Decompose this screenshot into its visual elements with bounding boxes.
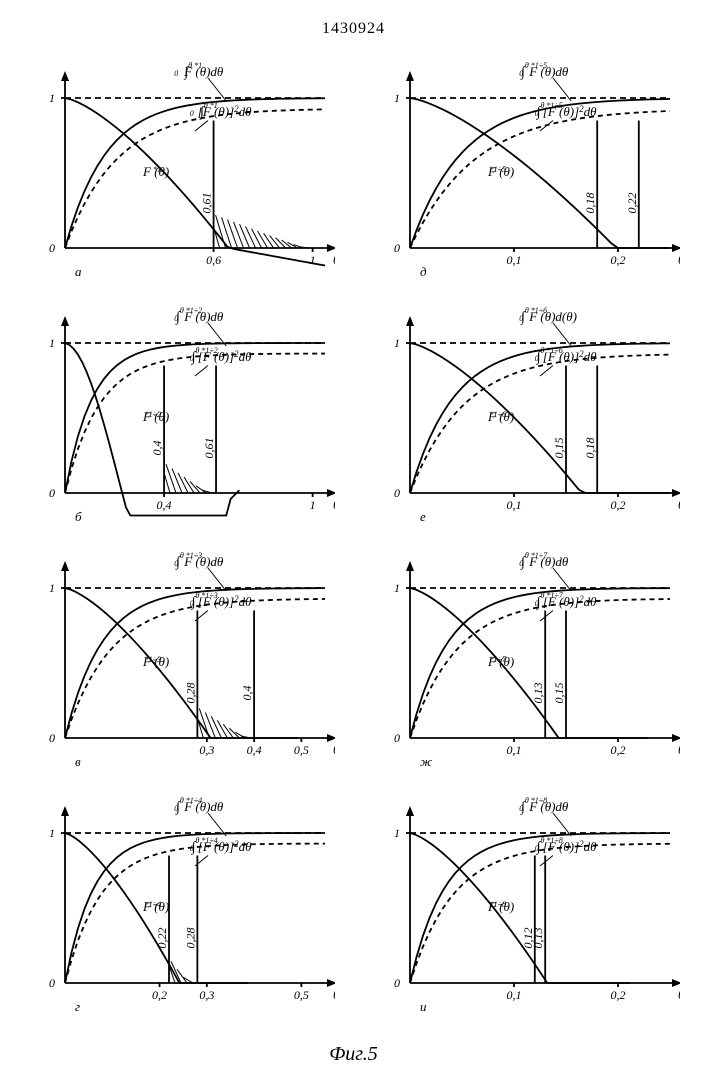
svg-text:1: 1 — [49, 91, 55, 105]
panel-e: 0,18 0,22 1 0 θ 0,1 0,2 ∫θ *1÷50F (θ)dθ … — [375, 58, 680, 293]
svg-text:и: и — [420, 999, 427, 1014]
svg-text:∫θ *1÷40F (θ)dθ: ∫θ *1÷40F (θ)dθ — [174, 796, 224, 815]
svg-text:∫θ *10F (θ)dθ: ∫θ *10F (θ)dθ — [174, 61, 224, 80]
figure-caption: Фиг.5 — [0, 1043, 707, 1066]
svg-text:0,2: 0,2 — [611, 253, 626, 267]
svg-text:1: 1 — [310, 253, 316, 267]
figure-grid: 0,61 1 0 θ 0,6 1 ∫θ *10F (θ)dθ ∫θ *10[F … — [0, 58, 707, 1028]
svg-text:1: 1 — [49, 336, 55, 350]
svg-text:0,15: 0,15 — [552, 438, 566, 459]
svg-text:0,5: 0,5 — [294, 743, 309, 757]
svg-text:0,6: 0,6 — [206, 253, 221, 267]
svg-text:∫θ *10[F (θ)]2dθ: ∫θ *10[F (θ)]2dθ — [190, 101, 252, 120]
svg-text:0,4: 0,4 — [240, 686, 254, 701]
svg-text:0,28: 0,28 — [183, 683, 197, 704]
svg-text:0: 0 — [49, 486, 55, 500]
panel-g: 0,13 0,15 1 0 θ 0,1 0,2 ∫θ *1÷70F (θ)dθ … — [375, 548, 680, 783]
panel-h: 0,12 0,13 1 0 θ 0,1 0,2 ∫θ *1÷80F (θ)dθ … — [375, 793, 680, 1028]
svg-text:*1÷7F (θ): *1÷7F (θ) — [487, 654, 514, 669]
svg-text:г: г — [75, 999, 80, 1014]
svg-text:0,4: 0,4 — [150, 441, 164, 456]
svg-text:∫θ *1÷80[F (θ)]2dθ: ∫θ *1÷80[F (θ)]2dθ — [535, 836, 597, 855]
svg-text:0,4: 0,4 — [247, 743, 262, 757]
patent-number: 1430924 — [0, 20, 707, 38]
svg-text:1: 1 — [394, 581, 400, 595]
svg-text:0: 0 — [49, 241, 55, 255]
svg-text:0,13: 0,13 — [531, 928, 545, 949]
svg-text:а: а — [75, 264, 82, 279]
svg-text:0,18: 0,18 — [583, 193, 597, 214]
svg-text:∫θ *1÷70F (θ)dθ: ∫θ *1÷70F (θ)dθ — [519, 551, 569, 570]
svg-text:1: 1 — [310, 498, 316, 512]
svg-text:θ: θ — [333, 497, 335, 512]
panel-d: 0,22 0,28 1 0 θ 0,2 0,3 0,5 ∫θ *1÷40F (θ… — [30, 793, 335, 1028]
svg-text:0,4: 0,4 — [157, 498, 172, 512]
svg-text:0: 0 — [394, 486, 400, 500]
svg-text:*1÷2F (θ): *1÷2F (θ) — [142, 409, 169, 424]
svg-text:∫θ *1÷40[F (θ)]2dθ: ∫θ *1÷40[F (θ)]2dθ — [190, 836, 252, 855]
svg-text:0: 0 — [394, 241, 400, 255]
svg-text:∫θ *1÷30[F (θ)]2dθ: ∫θ *1÷30[F (θ)]2dθ — [190, 591, 252, 610]
svg-text:∫θ *1÷50F (θ)dθ: ∫θ *1÷50F (θ)dθ — [519, 61, 569, 80]
svg-text:0,2: 0,2 — [611, 498, 626, 512]
svg-text:∫θ *1÷70[F (θ)]2dθ: ∫θ *1÷70[F (θ)]2dθ — [535, 591, 597, 610]
svg-text:∫θ *1÷60[F (θ)]2dθ: ∫θ *1÷60[F (θ)]2dθ — [535, 346, 597, 365]
svg-text:*1÷8F (θ): *1÷8F (θ) — [487, 899, 514, 914]
svg-text:θ: θ — [678, 742, 680, 757]
svg-text:в: в — [75, 754, 81, 769]
svg-text:θ: θ — [678, 497, 680, 512]
svg-text:*1÷5F (θ): *1÷5F (θ) — [487, 164, 514, 179]
svg-text:∫θ *1÷80F (θ)dθ: ∫θ *1÷80F (θ)dθ — [519, 796, 569, 815]
panel-c: 0,28 0,4 1 0 θ 0,3 0,4 0,5 ∫θ *1÷30F (θ)… — [30, 548, 335, 783]
panel-f: 0,15 0,18 1 0 θ 0,1 0,2 ∫θ *1÷60F (θ)d(θ… — [375, 303, 680, 538]
svg-text:θ: θ — [333, 252, 335, 267]
svg-text:θ: θ — [333, 742, 335, 757]
svg-text:∫θ *1÷50[F (θ)]2dθ: ∫θ *1÷50[F (θ)]2dθ — [535, 101, 597, 120]
svg-text:1: 1 — [49, 826, 55, 840]
svg-text:0: 0 — [394, 731, 400, 745]
svg-text:б: б — [75, 509, 82, 524]
svg-text:*1÷4F (θ): *1÷4F (θ) — [142, 899, 169, 914]
svg-text:0,2: 0,2 — [611, 743, 626, 757]
svg-text:0,61: 0,61 — [202, 438, 216, 459]
svg-text:д: д — [420, 264, 427, 279]
svg-text:0,1: 0,1 — [507, 253, 522, 267]
svg-text:θ: θ — [678, 252, 680, 267]
svg-text:0,3: 0,3 — [199, 743, 214, 757]
svg-text:1: 1 — [394, 91, 400, 105]
svg-text:∫θ *1÷20[F (θ)]2dθ: ∫θ *1÷20[F (θ)]2dθ — [190, 346, 252, 365]
svg-text:е: е — [420, 509, 426, 524]
svg-text:0: 0 — [394, 976, 400, 990]
svg-text:1: 1 — [49, 581, 55, 595]
svg-text:*1÷6F (θ): *1÷6F (θ) — [487, 409, 514, 424]
svg-text:0,22: 0,22 — [625, 193, 639, 214]
svg-text:0,18: 0,18 — [583, 438, 597, 459]
svg-text:ж: ж — [420, 754, 432, 769]
svg-text:0: 0 — [49, 731, 55, 745]
svg-text:∫θ *1÷30F (θ)dθ: ∫θ *1÷30F (θ)dθ — [174, 551, 224, 570]
svg-text:1: 1 — [394, 826, 400, 840]
svg-text:0,1: 0,1 — [507, 498, 522, 512]
panel-a: 0,61 1 0 θ 0,6 1 ∫θ *10F (θ)dθ ∫θ *10[F … — [30, 58, 335, 293]
svg-text:0,1: 0,1 — [507, 743, 522, 757]
svg-text:*1F (θ): *1F (θ) — [142, 164, 169, 179]
svg-text:0,15: 0,15 — [552, 683, 566, 704]
svg-text:0,13: 0,13 — [531, 683, 545, 704]
svg-text:*1÷3F (θ): *1÷3F (θ) — [142, 654, 169, 669]
svg-text:1: 1 — [394, 336, 400, 350]
panel-b: 0,4 0,61 1 0 θ 0,4 1 ∫θ *1÷20F (θ)dθ ∫θ … — [30, 303, 335, 538]
svg-text:0,61: 0,61 — [200, 193, 214, 214]
svg-text:∫θ *1÷20F (θ)dθ: ∫θ *1÷20F (θ)dθ — [174, 306, 224, 325]
svg-text:0,22: 0,22 — [155, 928, 169, 949]
svg-text:∫θ *1÷60F (θ)d(θ): ∫θ *1÷60F (θ)d(θ) — [519, 306, 577, 325]
svg-text:0,28: 0,28 — [183, 928, 197, 949]
svg-text:0: 0 — [49, 976, 55, 990]
